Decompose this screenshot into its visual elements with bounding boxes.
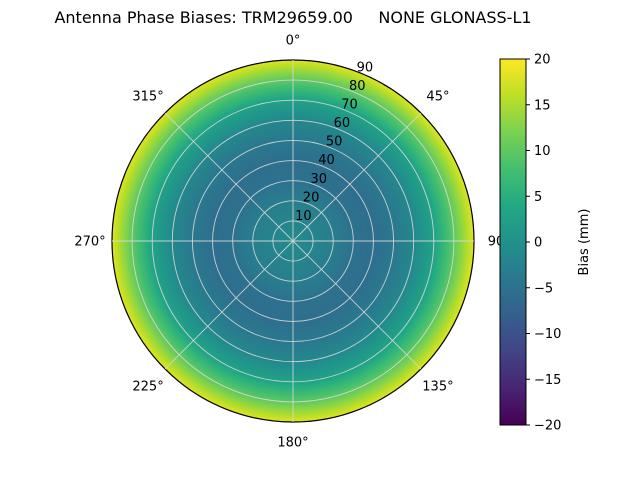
radial-tick-label: 30	[310, 172, 327, 187]
colorbar-axis-label: Bias (mm)	[577, 209, 592, 276]
azimuth-tick-label: 315°	[132, 90, 163, 105]
azimuth-gridline	[292, 240, 422, 370]
radial-tick-label: 80	[349, 79, 366, 94]
colorbar-tick-label: 5	[534, 190, 542, 205]
colorbar-tick-label: 15	[534, 98, 551, 113]
radial-tick-labels: 10 20 30 40 50 60 70 80 90	[295, 60, 373, 224]
colorbar-tick-label: −20	[534, 419, 561, 434]
colorbar: 20 15 10 5 0 −5 −10 −15 −20	[499, 53, 561, 434]
colorbar-tick-label: 0	[534, 236, 542, 251]
azimuth-tick-label: 225°	[132, 379, 163, 394]
azimuth-tick-label: 270°	[74, 235, 105, 250]
azimuth-gridline	[164, 240, 294, 370]
radial-tick-label: 40	[318, 153, 335, 168]
radial-tick-label: 10	[295, 209, 312, 224]
azimuth-tick-label: 0°	[286, 34, 301, 49]
azimuth-gridline	[164, 112, 294, 242]
radial-tick-label: 60	[334, 116, 351, 131]
azimuth-gridline	[292, 112, 422, 242]
radial-tick-label: 20	[303, 190, 320, 205]
colorbar-tick-label: 10	[534, 144, 551, 159]
radial-tick-label: 50	[326, 135, 343, 150]
plot-title: Antenna Phase Biases: TRM29659.00 NONE G…	[54, 8, 532, 27]
colorbar-gradient	[499, 58, 527, 426]
azimuth-tick-label: 135°	[422, 379, 453, 394]
colorbar-tick-label: 20	[534, 53, 551, 68]
radial-tick-label: 90	[357, 60, 374, 75]
azimuth-tick-label: 180°	[277, 436, 308, 451]
colorbar-tick-label: −15	[534, 373, 561, 388]
colorbar-tick-label: −10	[534, 327, 561, 342]
azimuth-tick-label: 45°	[426, 90, 449, 105]
polar-grid	[112, 60, 474, 422]
radial-tick-label: 70	[341, 97, 358, 112]
colorbar-tick-label: −5	[534, 281, 553, 296]
